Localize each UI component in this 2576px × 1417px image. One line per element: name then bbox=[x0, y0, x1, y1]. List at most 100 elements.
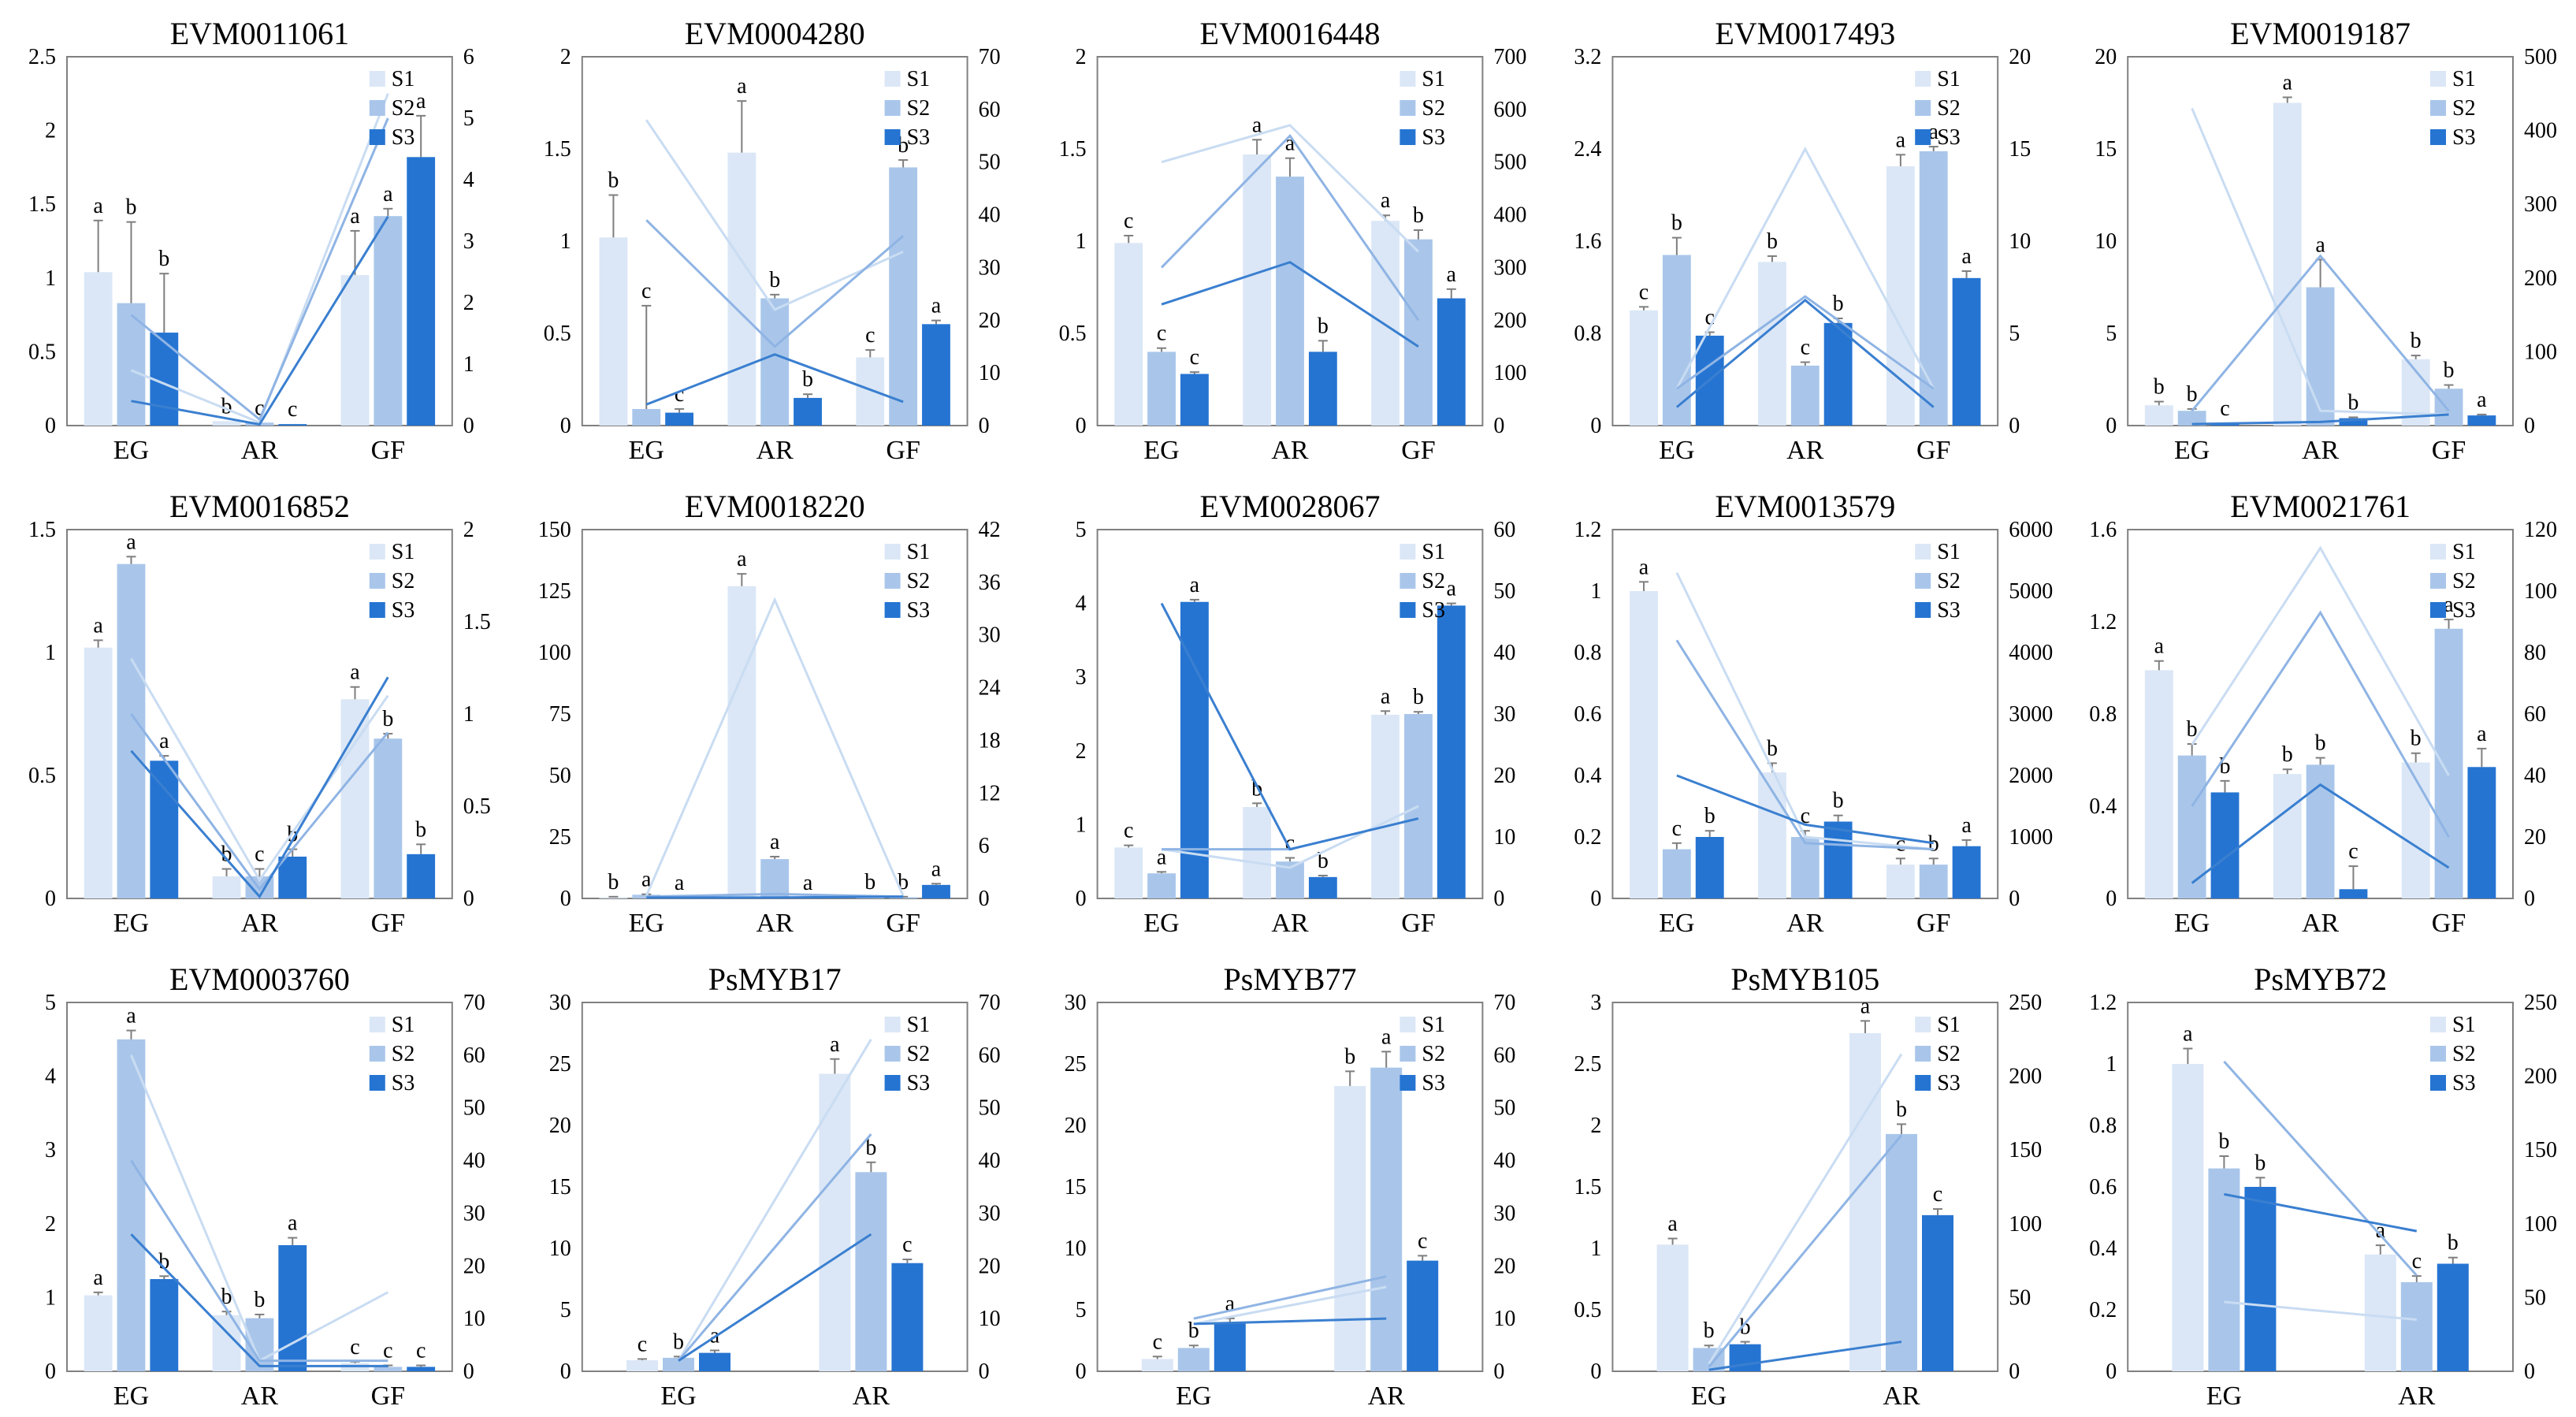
significance-label: b bbox=[1833, 789, 1844, 813]
y2-tick-label: 20 bbox=[463, 1254, 485, 1278]
y-tick-label: 25 bbox=[549, 1052, 571, 1077]
category-label: AR bbox=[241, 1382, 279, 1411]
significance-label: a bbox=[1639, 555, 1649, 579]
bar-s2 bbox=[2306, 287, 2335, 426]
category-label: GF bbox=[2432, 909, 2466, 938]
y2-tick-label: 5 bbox=[2009, 322, 2020, 346]
bar-s2 bbox=[1662, 849, 1691, 898]
y2-tick-label: 60 bbox=[1493, 518, 1515, 542]
bar-s3 bbox=[1695, 837, 1724, 898]
y-tick-label: 0 bbox=[45, 1359, 56, 1384]
y-tick-label: 3 bbox=[1590, 991, 1601, 1015]
significance-label: b bbox=[2444, 359, 2455, 383]
bar-s2 bbox=[1790, 365, 1820, 426]
significance-label: a bbox=[1961, 244, 1972, 269]
bar-s3 bbox=[922, 324, 950, 426]
bar-s1 bbox=[1334, 1086, 1366, 1371]
legend-label: S2 bbox=[1422, 569, 1445, 593]
bar-s3 bbox=[1952, 277, 1981, 426]
y-tick-label: 3 bbox=[1076, 665, 1087, 690]
significance-label: a bbox=[1860, 994, 1871, 1018]
y2-tick-label: 40 bbox=[2524, 764, 2546, 788]
y2-tick-label: 0 bbox=[979, 414, 990, 438]
bar-s2 bbox=[760, 859, 790, 898]
y2-tick-label: 20 bbox=[979, 308, 1001, 333]
significance-label: b bbox=[673, 1330, 684, 1354]
legend-label: S2 bbox=[2452, 1042, 2476, 1066]
y-tick-label: 0.8 bbox=[1574, 641, 1601, 665]
significance-label: a bbox=[1381, 684, 1391, 708]
y2-tick-label: 15 bbox=[2009, 137, 2031, 162]
significance-label: c bbox=[641, 279, 651, 303]
legend-swatch-s3 bbox=[2430, 602, 2446, 618]
y2-tick-label: 0 bbox=[463, 1359, 474, 1384]
chart-title: EVM0028067 bbox=[1200, 489, 1381, 524]
bar-s1 bbox=[856, 357, 885, 426]
legend-label: S2 bbox=[1422, 96, 1445, 121]
legend-label: S2 bbox=[907, 569, 931, 593]
y-tick-label: 1 bbox=[45, 1285, 56, 1310]
category-label: EG bbox=[629, 436, 664, 465]
legend-label: S1 bbox=[907, 67, 931, 91]
legend-label: S3 bbox=[2452, 598, 2476, 623]
legend-label: S2 bbox=[1937, 96, 1961, 121]
bar-s1 bbox=[1656, 1244, 1689, 1371]
y-tick-label: 1.5 bbox=[1574, 1175, 1601, 1199]
significance-label: c bbox=[902, 1233, 912, 1257]
y2-tick-label: 300 bbox=[1493, 255, 1526, 280]
y-tick-label: 1.2 bbox=[1574, 518, 1601, 542]
category-label: AR bbox=[2398, 1382, 2436, 1411]
y-tick-label: 0.5 bbox=[1059, 322, 1087, 346]
y2-tick-label: 42 bbox=[979, 518, 1001, 542]
trend-line-s1 bbox=[130, 658, 389, 883]
significance-label: b bbox=[158, 247, 169, 271]
legend-label: S2 bbox=[2452, 569, 2476, 593]
significance-label: b bbox=[1704, 1318, 1715, 1343]
legend-swatch-s1 bbox=[1400, 544, 1416, 560]
bar-s3 bbox=[1922, 1214, 1953, 1371]
y2-tick-label: 0.5 bbox=[463, 794, 491, 819]
y2-tick-label: 500 bbox=[1493, 151, 1526, 175]
legend-swatch-s1 bbox=[884, 1017, 901, 1032]
y-tick-label: 10 bbox=[549, 1237, 571, 1261]
legend-swatch-s1 bbox=[369, 1017, 385, 1032]
legend-swatch-s2 bbox=[884, 100, 901, 116]
y-tick-label: 2 bbox=[45, 1212, 56, 1237]
legend-label: S3 bbox=[1422, 598, 1445, 623]
legend-swatch-s2 bbox=[1915, 1046, 1931, 1062]
y2-tick-label: 2 bbox=[463, 518, 474, 542]
legend-swatch-s3 bbox=[1400, 1075, 1416, 1091]
bar-s3 bbox=[1214, 1322, 1246, 1371]
legend-swatch-s3 bbox=[1915, 129, 1931, 145]
y-tick-label: 0 bbox=[1076, 887, 1087, 911]
category-label: EG bbox=[1659, 909, 1694, 938]
legend-label: S3 bbox=[1937, 125, 1961, 150]
y2-tick-label: 20 bbox=[979, 1254, 1001, 1278]
bar-s3 bbox=[2244, 1187, 2277, 1371]
category-label: EG bbox=[1691, 1382, 1727, 1411]
bar-s1 bbox=[1886, 865, 1915, 898]
legend-label: S1 bbox=[1422, 1013, 1445, 1037]
legend-label: S1 bbox=[392, 67, 415, 91]
y-tick-label: 1 bbox=[1590, 579, 1601, 604]
y-tick-label: 10 bbox=[1065, 1237, 1087, 1261]
bar-s2 bbox=[2434, 628, 2463, 898]
trend-line-s1 bbox=[1161, 124, 1419, 253]
legend-label: S2 bbox=[392, 569, 415, 593]
y-tick-label: 0.2 bbox=[1574, 825, 1601, 850]
chart-panel-13: PsMYB77 0 5 10 15 20 25 30 0 10 20 30 40 50 60 70 EG AR c b… bbox=[1065, 961, 1516, 1411]
legend-swatch-s1 bbox=[884, 71, 901, 87]
significance-label: b bbox=[802, 367, 813, 392]
significance-label: c bbox=[1157, 322, 1166, 346]
y2-tick-label: 50 bbox=[2009, 1285, 2031, 1310]
bar-s1 bbox=[84, 272, 113, 426]
significance-label: b bbox=[1704, 804, 1715, 828]
chart-title: PsMYB105 bbox=[1730, 961, 1879, 997]
y-tick-label: 1 bbox=[1076, 229, 1087, 254]
legend-swatch-s1 bbox=[2430, 544, 2446, 560]
y2-tick-label: 0 bbox=[1493, 414, 1504, 438]
y2-tick-label: 100 bbox=[2524, 579, 2557, 604]
y-tick-label: 3.2 bbox=[1574, 45, 1601, 69]
bar-s2 bbox=[374, 1367, 403, 1371]
